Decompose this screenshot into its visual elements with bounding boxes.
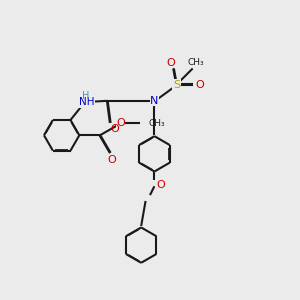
Text: NH: NH <box>79 97 94 107</box>
Text: O: O <box>196 80 204 90</box>
Text: O: O <box>107 155 116 165</box>
Text: O: O <box>110 124 119 134</box>
Text: S: S <box>173 80 180 90</box>
Text: O: O <box>166 58 175 68</box>
Text: CH₃: CH₃ <box>148 119 165 128</box>
Text: O: O <box>116 118 125 128</box>
Text: H: H <box>82 91 89 101</box>
Text: N: N <box>150 96 159 106</box>
Text: CH₃: CH₃ <box>187 58 204 67</box>
Text: O: O <box>156 180 165 190</box>
